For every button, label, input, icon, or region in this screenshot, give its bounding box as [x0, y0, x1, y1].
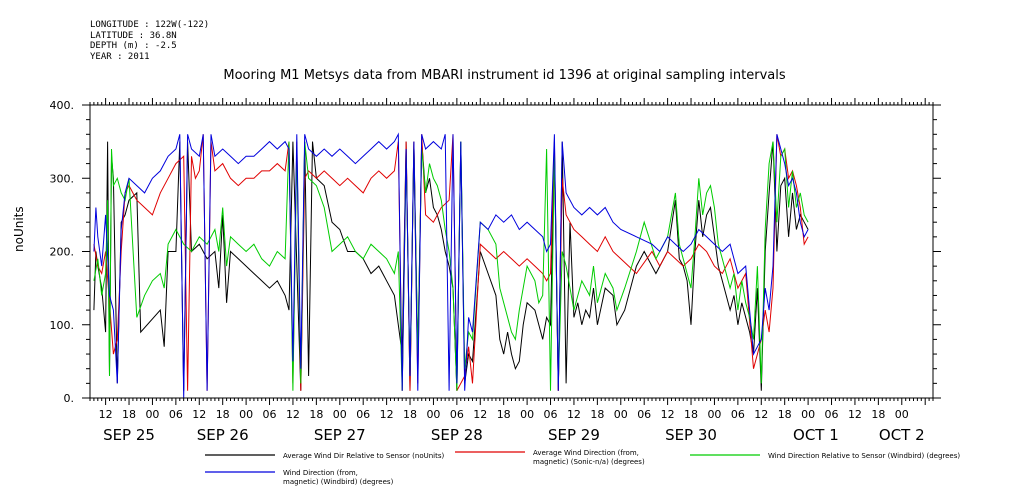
x-tick-label: 06	[263, 408, 277, 421]
x-tick-label: 06	[169, 408, 183, 421]
x-tick-label: 12	[473, 408, 487, 421]
y-tick-label: 300.	[50, 172, 75, 185]
legend-label-3: magnetic) (Windbird) (degrees)	[283, 478, 394, 486]
y-tick-label: 400.	[50, 99, 75, 112]
series-line-3	[93, 132, 809, 398]
x-tick-label: 18	[122, 408, 136, 421]
x-date-label: SEP 27	[314, 426, 366, 444]
x-tick-label: 12	[286, 408, 300, 421]
x-tick-label: 00	[614, 408, 628, 421]
chart-title: Mooring M1 Metsys data from MBARI instru…	[223, 68, 786, 83]
y-tick-label: 0.	[64, 392, 75, 405]
meta-longitude: LONGITUDE : 122W(-122)	[90, 20, 210, 30]
x-date-label: SEP 25	[103, 426, 155, 444]
x-date-label: SEP 26	[197, 426, 249, 444]
x-tick-label: 06	[637, 408, 651, 421]
x-tick-label: 06	[450, 408, 464, 421]
x-tick-label: 00	[520, 408, 534, 421]
series-line-0	[93, 141, 809, 391]
x-date-label: OCT 1	[793, 426, 839, 444]
x-tick-label: 12	[848, 408, 862, 421]
x-tick-label: 00	[426, 408, 440, 421]
x-tick-label: 00	[333, 408, 347, 421]
x-tick-label: 12	[380, 408, 394, 421]
x-date-label: SEP 29	[548, 426, 600, 444]
x-tick-label: 00	[895, 408, 909, 421]
metadata-block: LONGITUDE : 122W(-122) LATITUDE : 36.8N …	[90, 20, 209, 62]
x-tick-label: 18	[497, 408, 511, 421]
x-tick-label: 18	[684, 408, 698, 421]
x-tick-label: 18	[216, 408, 230, 421]
x-date-label: SEP 30	[665, 426, 717, 444]
x-tick-label: 00	[707, 408, 721, 421]
x-tick-label: 12	[661, 408, 675, 421]
legend-label-0: Average Wind Dir Relative to Sensor (noU…	[283, 452, 444, 460]
x-tick-label: 12	[99, 408, 113, 421]
legend-label-2: Wind Direction Relative to Sensor (Windb…	[768, 452, 960, 460]
x-tick-label: 00	[145, 408, 159, 421]
x-tick-label: 06	[544, 408, 558, 421]
x-tick-label: 18	[403, 408, 417, 421]
x-tick-label: 18	[871, 408, 885, 421]
series-line-1	[93, 134, 809, 391]
x-tick-label: 12	[192, 408, 206, 421]
x-tick-label: 18	[309, 408, 323, 421]
legend-label-1: magnetic) (Sonic-n/a) (degrees)	[533, 458, 645, 466]
x-date-label: SEP 28	[431, 426, 483, 444]
x-tick-label: 12	[567, 408, 581, 421]
x-tick-label: 18	[778, 408, 792, 421]
x-tick-label: 00	[801, 408, 815, 421]
x-tick-label: 06	[356, 408, 370, 421]
x-tick-label: 18	[590, 408, 604, 421]
legend-label-3: Wind Direction (from,	[283, 469, 358, 477]
legend-label-1: Average Wind Direction (from,	[533, 449, 639, 457]
x-tick-label: 06	[825, 408, 839, 421]
meta-year: YEAR : 2011	[90, 51, 150, 62]
x-tick-label: 12	[754, 408, 768, 421]
x-date-label: OCT 2	[879, 426, 925, 444]
x-tick-label: 06	[731, 408, 745, 421]
meta-depth: DEPTH (m) : -2.5	[90, 41, 177, 51]
y-tick-label: 200.	[50, 246, 75, 259]
meta-latitude: LATITUDE : 36.8N	[90, 30, 177, 41]
y-tick-label: 100.	[50, 319, 75, 332]
x-tick-label: 00	[239, 408, 253, 421]
